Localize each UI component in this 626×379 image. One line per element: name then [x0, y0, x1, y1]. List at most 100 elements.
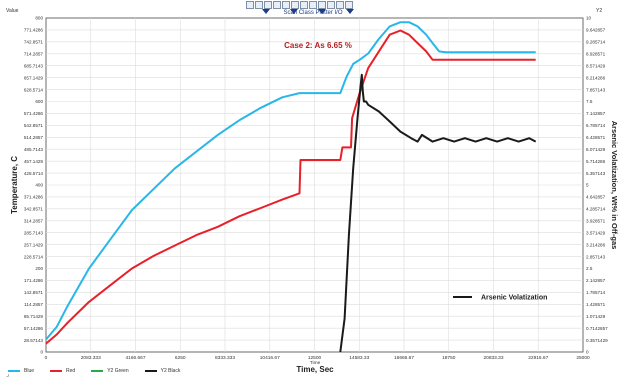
y-tick-label: 85.71429 [24, 314, 44, 319]
chart-icon[interactable] [273, 1, 281, 9]
x-tick-label: 0 [45, 355, 48, 361]
toolbar-marker-icon [318, 9, 326, 14]
x-tick-label: 10416.67 [260, 355, 280, 361]
y2-axis-label: Arsenic Volatization, Wt% in Off-gas [610, 121, 619, 250]
y2-tick-label: 5.714286 [586, 159, 606, 164]
x-tick-label: 4166.667 [125, 355, 145, 361]
grid-icon[interactable] [291, 1, 299, 9]
x-tick-label: 18750 [442, 355, 456, 361]
y-tick-label: 628.5714 [24, 87, 44, 92]
y2-tick-label: 7.857143 [586, 87, 606, 92]
y2-tick-label: 8.928571 [586, 51, 606, 56]
table-icon[interactable] [300, 1, 308, 9]
y-tick-label: 514.2857 [24, 135, 44, 140]
y-tick-label: 457.1429 [24, 159, 44, 164]
y-tick-label: 714.2857 [24, 51, 44, 56]
y2-tick-label: 3.928571 [586, 218, 606, 223]
y2-tick-label: 4.285714 [586, 207, 606, 212]
color-icon[interactable] [345, 1, 353, 9]
y2-tick-label: 7.5 [586, 99, 593, 104]
y-tick-label: 800 [35, 16, 43, 21]
x-tick-label: 8333.333 [215, 355, 235, 361]
legend-label: Y2 Green [107, 368, 129, 374]
y-tick-label: 114.2857 [24, 302, 43, 307]
y2-tick-label: 10 [586, 16, 592, 21]
y-tick-label: 342.8571 [24, 207, 44, 212]
toolbar-marker-icon [262, 9, 270, 14]
y2-tick-label: 1.428571 [586, 302, 606, 307]
y1-axis-header: Value [6, 8, 19, 14]
y-tick-label: 685.7143 [24, 63, 44, 68]
y2-tick-label: 1.071429 [586, 314, 606, 319]
x-tick-label: 2083.333 [81, 355, 101, 361]
legend-label: Red [66, 368, 76, 374]
pan-icon[interactable] [309, 1, 317, 9]
y2-tick-label: 3.214286 [586, 242, 606, 247]
toolbar-marker-icon [346, 9, 354, 14]
x-tick-label: 25000 [576, 355, 590, 361]
y2-tick-label: 8.571429 [586, 63, 606, 68]
resize-grip-icon[interactable]: ⌟ [6, 371, 10, 378]
series-line-red [45, 29, 536, 345]
y-tick-label: 285.7143 [24, 230, 44, 235]
y2-tick-label: 2.857143 [586, 254, 606, 259]
y2-tick-label: 2.142857 [586, 278, 606, 283]
series-line-blue [45, 21, 536, 341]
plot-window-title: Scan Class Plotter I/O [283, 10, 343, 16]
y2-tick-label: 3.571429 [586, 230, 606, 235]
zoom-icon[interactable] [246, 1, 254, 9]
text-icon[interactable] [282, 1, 290, 9]
x-tick-label: 14583.33 [349, 355, 369, 361]
y2-tick-label: 8.214286 [586, 75, 606, 80]
y-tick-label: 28.57143 [24, 338, 44, 343]
legend-swatch [144, 370, 157, 372]
y2-tick-label: 4.642857 [586, 195, 606, 200]
print-icon[interactable] [264, 1, 272, 9]
x-axis-caption: Time [310, 360, 321, 366]
legend-item-y2-green: Y2 Green [91, 368, 129, 374]
y-tick-label: 571.4286 [24, 111, 44, 116]
y-tick-label: 400 [35, 183, 43, 188]
y-tick-label: 142.8571 [24, 290, 44, 295]
settings-icon[interactable] [336, 1, 344, 9]
y-tick-label: 57.14286 [24, 326, 44, 331]
y-tick-label: 600 [35, 99, 43, 104]
y-tick-label: 657.1429 [24, 75, 44, 80]
legend-item-red: Red [50, 368, 75, 374]
y-tick-label: 371.4286 [24, 195, 44, 200]
legend-swatch [8, 370, 20, 372]
y-axis-label: Temperature, C [10, 156, 19, 214]
y2-tick-label: 5.357143 [586, 171, 606, 176]
y2-tick-label: 0 [586, 350, 589, 355]
legend-item-blue: Blue [8, 368, 34, 374]
x-tick-label: 20833.33 [483, 355, 503, 361]
toolbar-marker-icon [290, 9, 298, 14]
annotation-label: Arsenic Volatization [481, 295, 547, 302]
y2-tick-label: 9.285714 [586, 40, 606, 45]
legend-label: Y2 Black [160, 368, 181, 374]
y-tick-label: 228.5714 [24, 254, 44, 259]
edit-icon[interactable] [327, 1, 335, 9]
x-tick-label: 12500 [308, 355, 322, 361]
y2-tick-label: 7.142857 [586, 111, 606, 116]
y-tick-label: 314.2857 [24, 218, 44, 223]
x-tick-label: 22916.67 [528, 355, 548, 361]
x-tick-label: 6250 [175, 355, 186, 361]
legend-label: Blue [24, 368, 35, 374]
legend-swatch [91, 370, 104, 372]
y-tick-label: 0 [40, 350, 43, 355]
y2-tick-label: 9.642857 [586, 28, 606, 33]
legend-item-y2-black: Y2 Black [144, 368, 181, 374]
y2-tick-label: 1.785714 [586, 290, 606, 295]
series-line-y2-black [339, 73, 537, 353]
magnify-icon[interactable] [318, 1, 326, 9]
y-tick-label: 171.4286 [24, 278, 44, 283]
y2-tick-label: 6.428571 [586, 135, 606, 140]
chart-title: Case 2: As 6.65 % [284, 41, 352, 50]
y-tick-label: 542.8571 [24, 123, 44, 128]
copy-icon[interactable] [255, 1, 263, 9]
y-tick-label: 771.4286 [24, 28, 44, 33]
x-axis-label: Time, Sec [296, 365, 334, 374]
plot-toolbar [246, 0, 353, 11]
